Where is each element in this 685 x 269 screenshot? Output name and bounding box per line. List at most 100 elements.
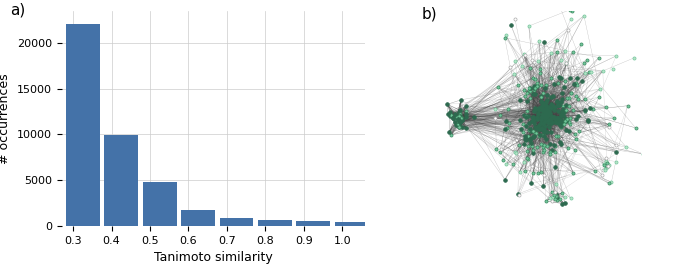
Point [445, 110, 456, 114]
Point [545, 111, 556, 115]
Point [535, 67, 546, 72]
Point [501, 119, 512, 123]
Bar [258, 221, 292, 226]
Point [513, 152, 524, 156]
Text: b): b) [422, 6, 437, 22]
Point [451, 115, 462, 120]
Point [601, 163, 612, 167]
Point [519, 136, 530, 141]
Point [535, 169, 546, 174]
Point [514, 118, 525, 122]
Point [540, 108, 551, 112]
Point [527, 58, 538, 62]
Point [525, 141, 536, 145]
Point [578, 13, 589, 18]
Point [469, 115, 479, 119]
Point [505, 65, 516, 70]
Point [443, 112, 453, 116]
Point [539, 111, 550, 115]
Point [539, 103, 550, 107]
Point [454, 117, 465, 121]
Point [552, 116, 563, 120]
Point [545, 51, 556, 55]
Bar [335, 222, 369, 226]
Point [629, 56, 640, 60]
Point [527, 171, 538, 175]
Point [454, 116, 465, 120]
Point [556, 118, 567, 123]
Point [532, 83, 543, 88]
Point [536, 105, 547, 109]
Point [445, 114, 456, 118]
Point [556, 142, 567, 147]
Point [453, 122, 464, 126]
Point [560, 115, 571, 120]
Point [580, 108, 591, 113]
Point [543, 119, 553, 123]
Point [538, 103, 549, 107]
Point [456, 125, 467, 129]
Point [603, 163, 614, 167]
Point [447, 116, 458, 121]
Point [540, 111, 551, 116]
Point [553, 75, 564, 79]
Point [601, 161, 612, 165]
Point [559, 201, 570, 206]
Point [538, 143, 549, 148]
Point [539, 108, 550, 113]
Point [451, 114, 462, 118]
Point [601, 164, 612, 169]
Point [489, 116, 500, 121]
Point [552, 121, 563, 126]
Point [540, 119, 551, 123]
Bar [142, 182, 177, 226]
Point [523, 143, 534, 148]
Point [545, 76, 556, 80]
Point [538, 114, 549, 119]
Point [603, 125, 614, 129]
Point [538, 128, 549, 132]
Point [538, 107, 549, 111]
Point [550, 182, 561, 186]
Point [550, 194, 561, 199]
Point [542, 93, 553, 97]
Point [525, 89, 536, 93]
Point [536, 118, 547, 122]
Point [529, 85, 540, 90]
Point [583, 118, 594, 123]
Point [527, 115, 538, 119]
Point [550, 120, 561, 125]
Point [537, 108, 548, 112]
Point [460, 115, 471, 120]
Point [590, 169, 601, 173]
Point [532, 117, 543, 121]
Point [536, 95, 547, 99]
Point [601, 164, 612, 168]
Point [514, 170, 525, 174]
Point [584, 70, 595, 74]
Point [541, 109, 552, 114]
Bar [66, 24, 100, 226]
Point [569, 132, 580, 136]
Point [571, 137, 582, 141]
Point [534, 133, 545, 137]
Point [527, 129, 538, 133]
Point [540, 105, 551, 109]
Point [538, 184, 549, 188]
Point [531, 84, 542, 88]
Point [552, 103, 563, 107]
Point [558, 121, 569, 126]
Point [601, 161, 612, 165]
Point [549, 192, 560, 196]
Point [524, 128, 535, 132]
Point [499, 36, 510, 40]
Point [550, 149, 561, 154]
Point [453, 125, 464, 129]
Point [561, 128, 572, 132]
Point [455, 114, 466, 118]
Point [559, 122, 570, 126]
Point [512, 82, 523, 87]
Bar [297, 221, 330, 226]
Point [455, 120, 466, 124]
Point [601, 165, 612, 169]
